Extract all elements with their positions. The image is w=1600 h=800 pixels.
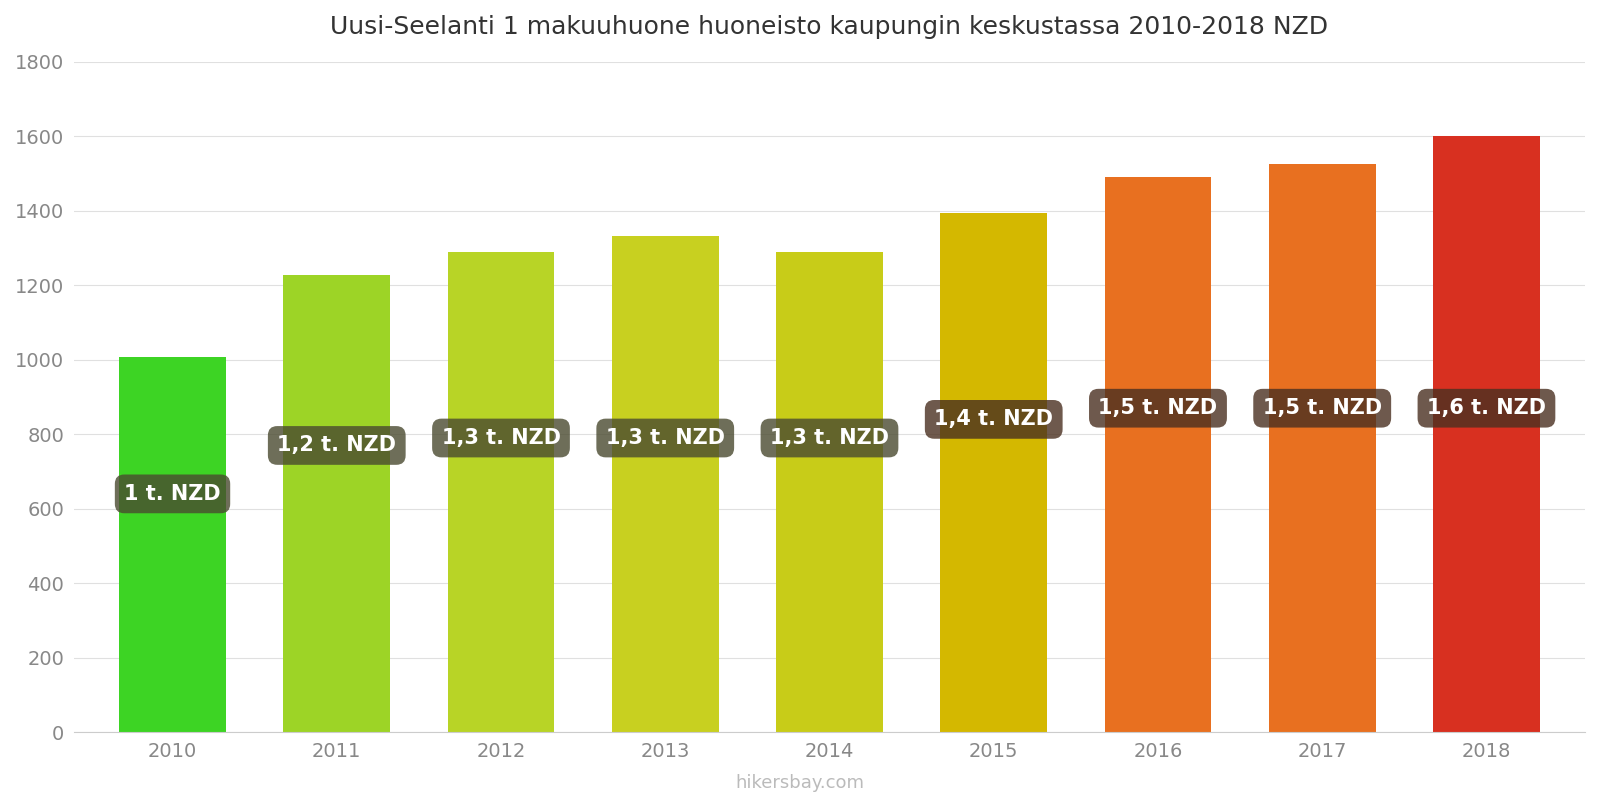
Bar	[776, 253, 883, 732]
Bar	[1269, 164, 1376, 732]
Text: 1 t. NZD: 1 t. NZD	[125, 484, 221, 504]
Bar	[1434, 136, 1539, 732]
Bar	[448, 252, 554, 732]
Text: 1,3 t. NZD: 1,3 t. NZD	[606, 428, 725, 448]
Text: 1,3 t. NZD: 1,3 t. NZD	[442, 428, 560, 448]
Title: Uusi-Seelanti 1 makuuhuone huoneisto kaupungin keskustassa 2010-2018 NZD: Uusi-Seelanti 1 makuuhuone huoneisto kau…	[331, 15, 1328, 39]
Text: 1,2 t. NZD: 1,2 t. NZD	[277, 435, 397, 455]
Bar	[941, 213, 1046, 732]
Text: 1,5 t. NZD: 1,5 t. NZD	[1099, 398, 1218, 418]
Bar	[118, 357, 226, 732]
Text: 1,5 t. NZD: 1,5 t. NZD	[1262, 398, 1382, 418]
Bar	[611, 236, 718, 732]
Bar	[283, 275, 390, 732]
Text: 1,3 t. NZD: 1,3 t. NZD	[770, 428, 890, 448]
Text: hikersbay.com: hikersbay.com	[736, 774, 864, 792]
Bar	[1104, 178, 1211, 732]
Text: 1,6 t. NZD: 1,6 t. NZD	[1427, 398, 1546, 418]
Text: 1,4 t. NZD: 1,4 t. NZD	[934, 410, 1053, 430]
